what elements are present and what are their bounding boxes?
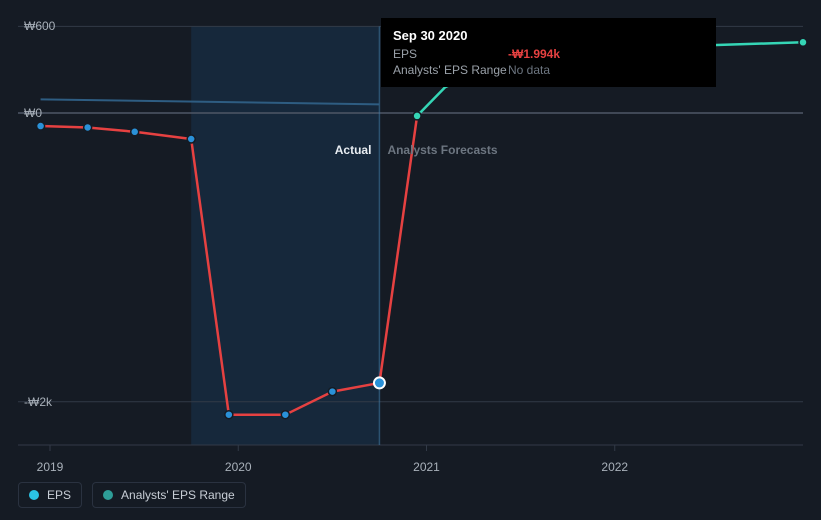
- tooltip-row: Analysts' EPS RangeNo data: [393, 63, 704, 77]
- x-axis-label: 2019: [37, 460, 64, 474]
- legend-label: Analysts' EPS Range: [121, 488, 235, 502]
- tooltip-row-label: EPS: [393, 47, 508, 61]
- tooltip-date: Sep 30 2020: [393, 28, 704, 43]
- tooltip-row-label: Analysts' EPS Range: [393, 63, 508, 77]
- tooltip-row-value: No data: [508, 63, 550, 77]
- x-axis-label: 2020: [225, 460, 252, 474]
- legend-item[interactable]: EPS: [18, 482, 82, 508]
- x-axis-label: 2021: [413, 460, 440, 474]
- legend-dot-icon: [103, 490, 113, 500]
- y-axis-label: -₩2k: [24, 395, 52, 409]
- legend-dot-icon: [29, 490, 39, 500]
- chart-legend: EPS Analysts' EPS Range: [18, 482, 246, 508]
- eps-chart: ₩600 ₩0 -₩2k 2019 2020 2021 2022 Actual Analy…: [0, 0, 821, 520]
- y-axis-label: ₩0: [24, 106, 42, 120]
- legend-label: EPS: [47, 488, 71, 502]
- tooltip-row-value: -₩1.994k: [508, 47, 560, 61]
- region-label-actual: Actual: [335, 143, 372, 157]
- chart-tooltip: Sep 30 2020 EPS-₩1.994kAnalysts' EPS Ran…: [381, 18, 716, 87]
- region-label-forecast: Analysts Forecasts: [387, 143, 497, 157]
- tooltip-row: EPS-₩1.994k: [393, 47, 704, 61]
- x-axis-label: 2022: [601, 460, 628, 474]
- y-axis-label: ₩600: [24, 19, 55, 33]
- legend-item[interactable]: Analysts' EPS Range: [92, 482, 246, 508]
